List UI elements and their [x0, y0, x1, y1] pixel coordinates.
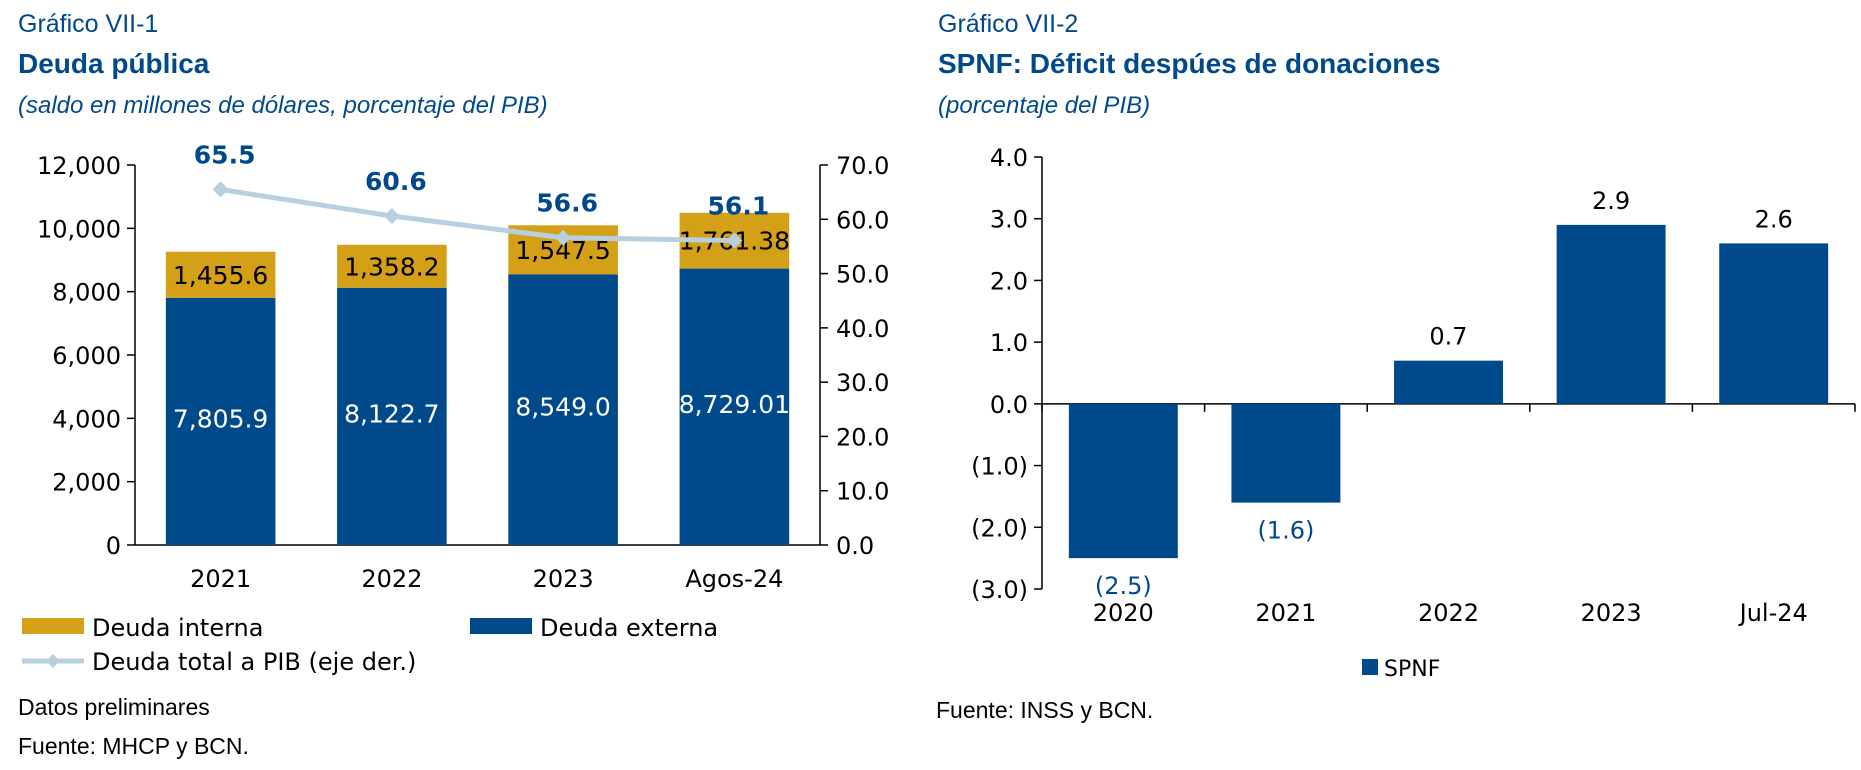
ratio-line — [220, 186, 735, 243]
data-label-externa: 8,729.01 — [679, 390, 790, 419]
data-label-externa: 8,122.7 — [344, 399, 439, 428]
ratio-marker — [555, 229, 572, 246]
x-tick-label: 2023 — [533, 565, 594, 593]
chart-subtitle: (saldo en millones de dólares, porcentaj… — [18, 92, 548, 119]
data-label: 2.9 — [1592, 187, 1630, 215]
chart-label: Gráfico VII-2 — [938, 10, 1079, 38]
data-label: 0.7 — [1429, 323, 1467, 351]
legend-marker-ratio — [46, 654, 60, 668]
chart-note: Datos preliminares — [18, 694, 210, 720]
x-tick-label: 2022 — [1418, 599, 1479, 627]
chart-source: Fuente: MHCP y BCN. — [18, 733, 249, 759]
bar-spnf — [1394, 360, 1503, 404]
y-tick-label: 4.0 — [990, 144, 1028, 172]
data-label-externa: 7,805.9 — [173, 404, 268, 433]
bar-deuda-externa — [679, 268, 790, 545]
bar-deuda-interna — [165, 251, 276, 298]
bar-deuda-externa — [508, 274, 618, 545]
legend-label-interna: Deuda interna — [92, 614, 263, 642]
chart-label: Gráfico VII-1 — [18, 10, 159, 38]
chart-subtitle: (porcentaje del PIB) — [938, 92, 1151, 119]
y-tick-label: (3.0) — [971, 576, 1028, 604]
data-label: (1.6) — [1257, 517, 1314, 545]
data-label: 2.6 — [1755, 205, 1793, 233]
y-tick-label: 1.0 — [990, 329, 1028, 357]
x-tick-label: Jul-24 — [1738, 599, 1808, 627]
chart-source: Fuente: INSS y BCN. — [936, 697, 1154, 723]
y-tick-label: 12,000 — [37, 152, 121, 180]
legend-label-ratio: Deuda total a PIB (eje der.) — [92, 648, 416, 676]
data-label-interna: 1,455.6 — [173, 261, 268, 290]
y2-tick-label: 30.0 — [836, 369, 889, 397]
legend-swatch-externa — [470, 618, 532, 634]
chart-panel-deuda-publica: Gráfico VII-1 Deuda pública (saldo en mi… — [0, 0, 900, 770]
y2-tick-label: 40.0 — [836, 315, 889, 343]
x-tick-label: Agos-24 — [685, 565, 783, 593]
y-tick-label: 4,000 — [52, 405, 121, 433]
y-tick-label: 0.0 — [990, 391, 1028, 419]
legend-swatch-spnf — [1362, 659, 1378, 675]
legend-label-spnf: SPNF — [1384, 657, 1440, 682]
y-tick-label: 2.0 — [990, 267, 1028, 295]
data-label-externa: 8,549.0 — [515, 393, 610, 422]
y-tick-label: (2.0) — [971, 514, 1028, 542]
data-label: (2.5) — [1095, 572, 1152, 600]
y-tick-label: 6,000 — [52, 342, 121, 370]
y-tick-label: 3.0 — [990, 206, 1028, 234]
y-tick-label: 8,000 — [52, 279, 121, 307]
y2-tick-label: 70.0 — [836, 152, 889, 180]
ratio-label: 56.1 — [708, 191, 770, 220]
ratio-label: 65.5 — [194, 140, 256, 169]
x-tick-label: 2023 — [1581, 599, 1642, 627]
ratio-label: 60.6 — [365, 167, 427, 196]
y-tick-label: (1.0) — [971, 453, 1028, 481]
y-tick-label: 10,000 — [37, 215, 121, 243]
y2-tick-label: 50.0 — [836, 261, 889, 289]
ratio-marker — [726, 232, 743, 249]
bar-deuda-externa — [165, 297, 276, 545]
y-tick-label: 2,000 — [52, 469, 121, 497]
ratio-label: 56.6 — [536, 189, 598, 218]
deuda-chart: 0 2,000 4,000 6,000 8,000 10,000 12,000 0.0 10.0… — [22, 140, 889, 676]
chart-title: Deuda pública — [18, 48, 210, 79]
x-tick-label: 2020 — [1093, 599, 1154, 627]
bar-spnf — [1068, 403, 1178, 559]
data-label-interna: 1,358.2 — [344, 252, 439, 281]
legend-label-externa: Deuda externa — [540, 614, 718, 642]
bar-deuda-externa — [337, 287, 447, 545]
spnf-chart: (3.0) (2.0) (1.0) 0.0 1.0 2.0 3.0 4.0 (2.5)2020 (… — [971, 144, 1856, 682]
x-tick-label: 2021 — [190, 565, 251, 593]
x-tick-label: 2022 — [361, 565, 422, 593]
y2-tick-label: 60.0 — [836, 206, 889, 234]
bar-deuda-interna — [337, 244, 447, 288]
chart-title: SPNF: Déficit despúes de donaciones — [938, 48, 1441, 79]
ratio-marker — [383, 208, 400, 225]
y2-tick-label: 10.0 — [836, 478, 889, 506]
y2-tick-label: 0.0 — [836, 532, 874, 560]
legend-swatch-interna — [22, 618, 84, 634]
ratio-marker — [212, 181, 229, 198]
chart-panel-spnf: Gráfico VII-2 SPNF: Déficit despúes de d… — [930, 0, 1861, 770]
y-tick-label: 0 — [106, 532, 121, 560]
y2-tick-label: 20.0 — [836, 423, 889, 451]
bar-spnf — [1719, 243, 1829, 404]
x-tick-label: 2021 — [1255, 599, 1316, 627]
bar-spnf — [1556, 224, 1666, 404]
bar-spnf — [1231, 403, 1341, 503]
